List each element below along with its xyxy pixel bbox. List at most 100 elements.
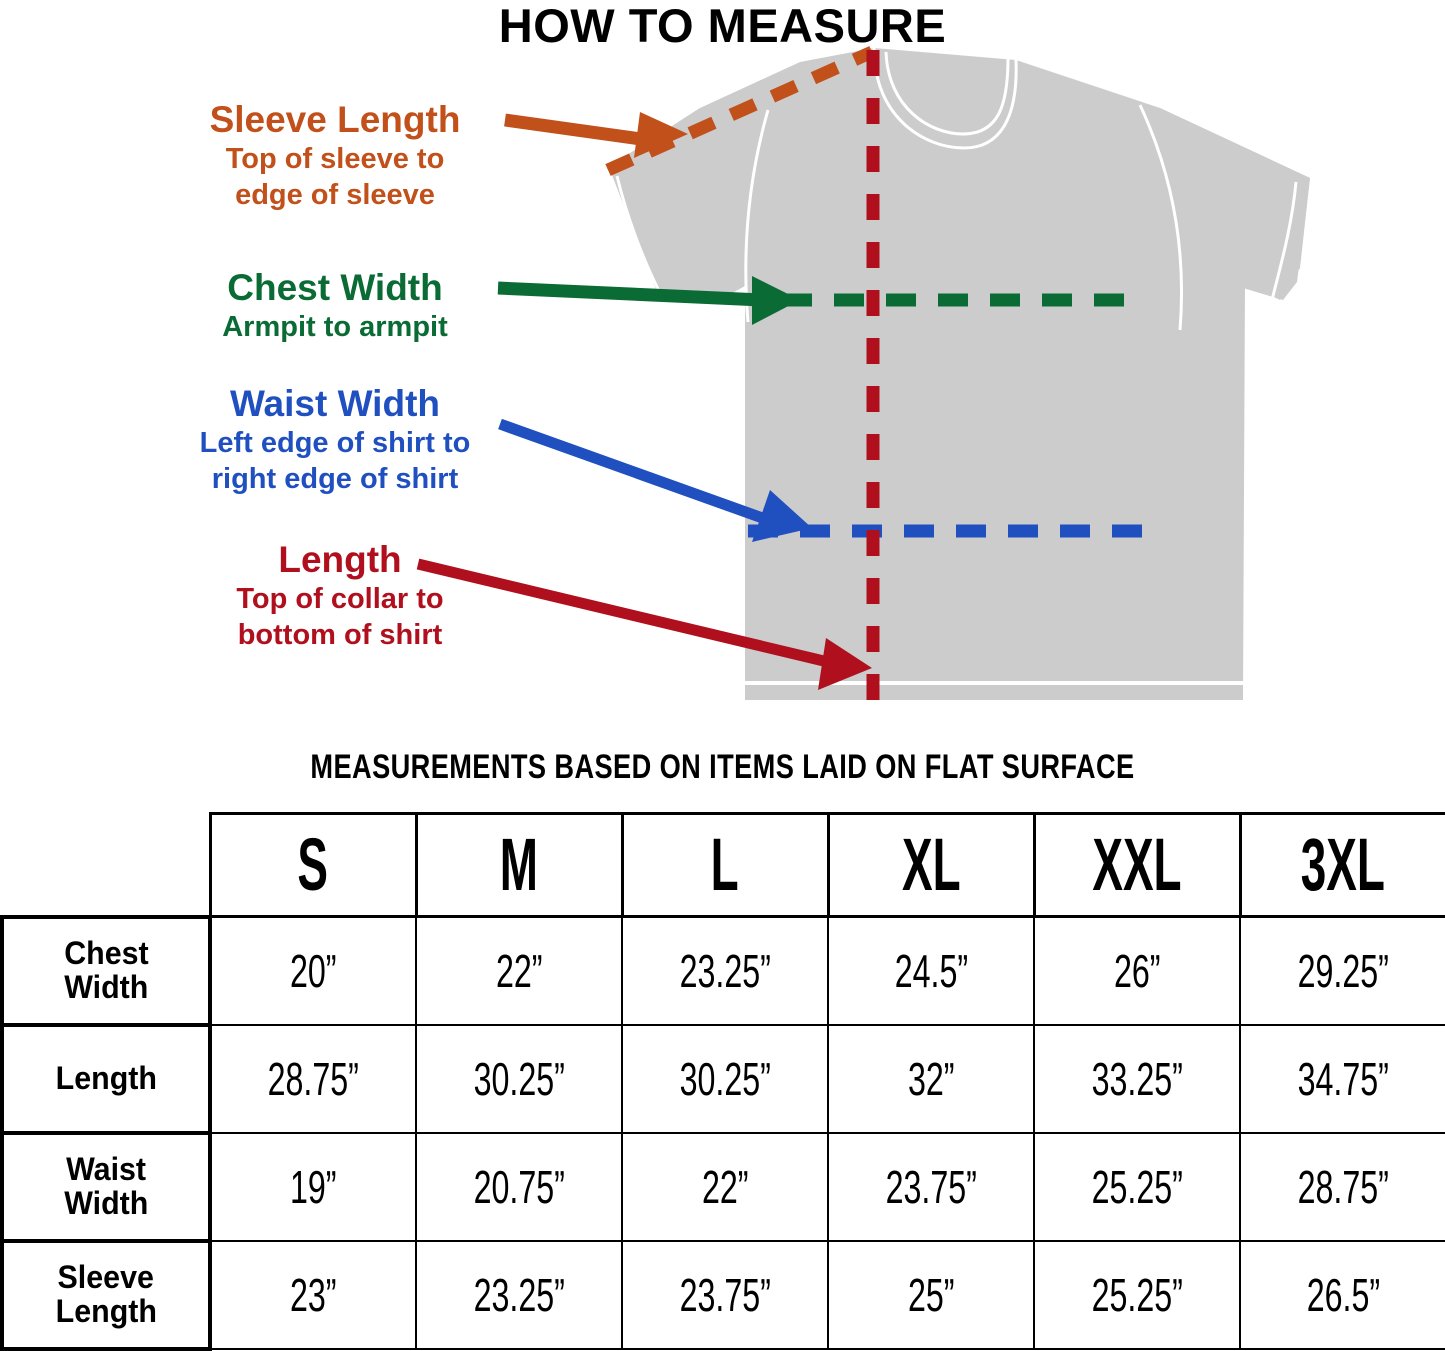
size-header-m: M <box>414 812 624 918</box>
row-label-waist-width-line1: Waist <box>66 1150 146 1187</box>
cell-length-s-value: 28.75” <box>267 1052 360 1105</box>
collar-inner <box>884 51 1010 136</box>
cell-length-l-value: 30.25” <box>679 1052 771 1105</box>
shirt-silhouette <box>607 47 1310 700</box>
table-header-row: S M L XL XXL 3XL <box>2 812 1445 918</box>
callout-waist-width-desc-2: right edge of shirt <box>211 462 459 495</box>
cell-waist-width-xxl-value: 25.25” <box>1091 1160 1183 1213</box>
row-label-length-line1: Length <box>55 1059 157 1096</box>
cell-chest-width-l-value: 23.25” <box>679 944 771 997</box>
size-header-l-label: L <box>710 823 740 906</box>
length-arrow <box>416 558 872 690</box>
cell-length-xxl: 33.25” <box>1033 1023 1241 1134</box>
table-row-length: Length 28.75” 30.25” 30.25” 32” 33.25” 3… <box>0 1022 1445 1135</box>
cell-chest-width-m: 22” <box>415 915 623 1026</box>
cell-waist-width-xl-value: 23.75” <box>885 1160 977 1213</box>
size-header-3xl-label: 3XL <box>1300 823 1386 906</box>
cell-chest-width-xxl: 26” <box>1033 915 1241 1026</box>
callout-length-desc-2: bottom of shirt <box>237 618 443 651</box>
callout-waist-width-title: Waist Width <box>230 383 440 424</box>
right-cuff-seam <box>1270 181 1298 301</box>
cell-sleeve-length-s-value: 23” <box>290 1268 337 1321</box>
cell-length-xl: 32” <box>827 1023 1035 1134</box>
row-label-chest-width: Chest Width <box>0 914 212 1027</box>
cell-length-s: 28.75” <box>209 1023 417 1134</box>
row-label-sleeve-length: Sleeve Length <box>0 1238 212 1351</box>
cell-length-m: 30.25” <box>415 1023 623 1134</box>
size-header-xl: XL <box>826 812 1036 918</box>
cell-chest-width-s-value: 20” <box>290 944 337 997</box>
callout-sleeve-length-title: Sleeve Length <box>209 99 461 140</box>
cell-chest-width-m-value: 22” <box>495 944 543 997</box>
row-label-chest-width-line1: Chest <box>63 934 149 971</box>
cell-waist-width-m-value: 20.75” <box>473 1160 565 1213</box>
cell-sleeve-length-xxl-value: 25.25” <box>1091 1268 1183 1321</box>
table-caption: MEASUREMENTS BASED ON ITEMS LAID ON FLAT… <box>310 748 1135 786</box>
cell-chest-width-3xl-value: 29.25” <box>1297 944 1389 997</box>
cell-sleeve-length-m-value: 23.25” <box>473 1268 565 1321</box>
waist-width-arrow <box>498 418 812 542</box>
table-row-waist-width: Waist Width 19” 20.75” 22” 23.75” 25.25”… <box>0 1130 1445 1243</box>
cell-waist-width-3xl: 28.75” <box>1239 1131 1445 1242</box>
cell-sleeve-length-xl: 25” <box>827 1239 1035 1350</box>
table-row-sleeve-length: Sleeve Length 23” 23.25” 23.75” 25” 25.2… <box>0 1238 1445 1351</box>
page-title: HOW TO MEASURE <box>498 0 947 52</box>
cell-length-3xl-value: 34.75” <box>1297 1052 1389 1105</box>
callout-sleeve-length-desc-2: edge of sleeve <box>235 178 435 211</box>
callout-waist-width: Waist Width Left edge of shirt to right … <box>150 384 520 495</box>
cell-chest-width-l: 23.25” <box>621 915 829 1026</box>
cell-waist-width-l: 22” <box>621 1131 829 1242</box>
sleeve-length-dashed-guide <box>605 46 875 176</box>
tshirt-diagram <box>416 46 1310 714</box>
size-header-l: L <box>620 812 830 918</box>
callout-length-title: Length <box>278 539 402 580</box>
sleeve-length-arrow <box>504 112 688 158</box>
cell-waist-width-s: 19” <box>209 1131 417 1242</box>
cell-waist-width-s-value: 19” <box>290 1160 337 1213</box>
cell-length-xl-value: 32” <box>907 1052 955 1105</box>
size-header-3xl: 3XL <box>1238 812 1445 918</box>
callout-sleeve-length-desc-1: Top of sleeve to <box>225 143 445 176</box>
callout-length: Length Top of collar to bottom of shirt <box>175 540 505 651</box>
cell-length-3xl: 34.75” <box>1239 1023 1445 1134</box>
cell-chest-width-xl-value: 24.5” <box>894 944 968 997</box>
callout-length-desc-1: Top of collar to <box>236 583 444 616</box>
cell-sleeve-length-3xl: 26.5” <box>1239 1239 1445 1350</box>
row-label-chest-width-line2: Width <box>63 968 149 1005</box>
cell-waist-width-m: 20.75” <box>415 1131 623 1242</box>
cell-waist-width-3xl-value: 28.75” <box>1297 1160 1389 1213</box>
cell-chest-width-xxl-value: 26” <box>1113 944 1161 997</box>
cell-waist-width-xxl: 25.25” <box>1033 1131 1241 1242</box>
table-row-chest-width: Chest Width 20” 22” 23.25” 24.5” 26” 29.… <box>0 914 1445 1027</box>
size-header-xl-label: XL <box>901 823 961 906</box>
cell-sleeve-length-xl-value: 25” <box>907 1268 955 1321</box>
size-header-xxl-label: XXL <box>1092 823 1182 906</box>
row-label-waist-width-line2: Width <box>63 1184 149 1221</box>
callout-chest-width-title: Chest Width <box>227 267 443 308</box>
cell-sleeve-length-l-value: 23.75” <box>679 1268 771 1321</box>
cell-sleeve-length-s: 23” <box>209 1239 417 1350</box>
row-label-sleeve-length-line2: Length <box>55 1292 157 1329</box>
callout-chest-width: Chest Width Armpit to armpit <box>160 268 510 343</box>
row-label-sleeve-length-line1: Sleeve <box>57 1258 155 1295</box>
cell-length-m-value: 30.25” <box>473 1052 565 1105</box>
cell-waist-width-l-value: 22” <box>701 1160 749 1213</box>
row-label-waist-width: Waist Width <box>0 1130 212 1243</box>
cell-length-xxl-value: 33.25” <box>1091 1052 1183 1105</box>
shirt-left-sleeve <box>607 108 745 302</box>
table-corner-cell <box>2 814 210 917</box>
cell-waist-width-xl: 23.75” <box>827 1131 1035 1242</box>
cell-sleeve-length-l: 23.75” <box>621 1239 829 1350</box>
size-header-s-label: S <box>297 823 329 906</box>
collar-outer <box>872 47 1018 150</box>
size-table: S M L XL XXL 3XL Chest Width 20” 22” 23.… <box>0 812 1445 1351</box>
size-header-m-label: M <box>499 823 539 906</box>
cell-chest-width-xl: 24.5” <box>827 915 1035 1026</box>
cell-chest-width-3xl: 29.25” <box>1239 915 1445 1026</box>
callout-sleeve-length: Sleeve Length Top of sleeve to edge of s… <box>160 100 510 211</box>
size-header-s: S <box>208 812 418 918</box>
cell-sleeve-length-3xl-value: 26.5” <box>1306 1268 1380 1321</box>
cell-sleeve-length-m: 23.25” <box>415 1239 623 1350</box>
right-armhole-seam <box>1138 104 1184 331</box>
